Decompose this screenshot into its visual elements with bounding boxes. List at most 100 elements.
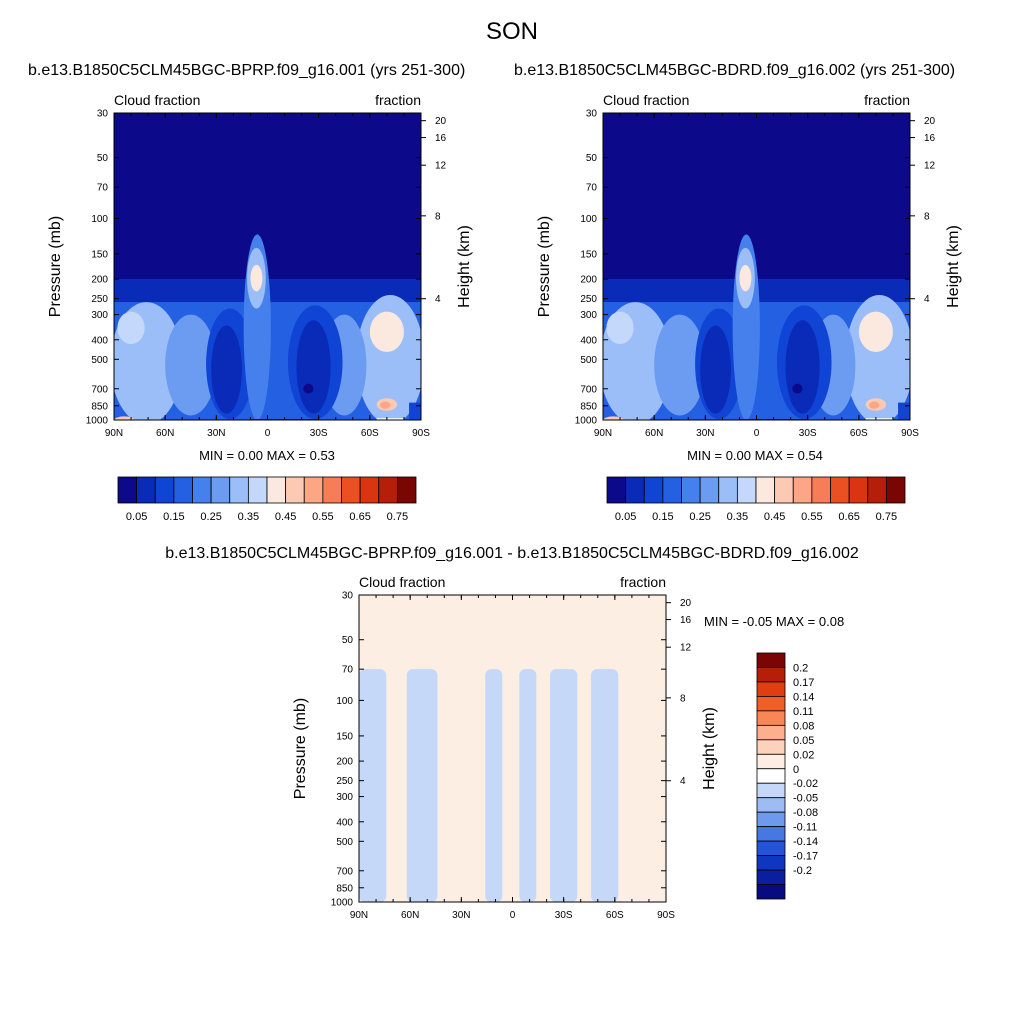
- colorbar-swatch: [341, 476, 361, 504]
- y-tick-label: 250: [580, 294, 597, 305]
- y-tick-label: 500: [91, 355, 108, 366]
- stats-label-2: MIN = 0.00 MAX = 0.54: [687, 448, 823, 463]
- colorbar-swatch: [811, 476, 831, 504]
- colorbar-swatch: [756, 840, 786, 856]
- colorbar-label: -0.17: [793, 851, 818, 863]
- colorbar-swatch: [136, 476, 156, 504]
- y2-tick-label: 12: [680, 643, 692, 654]
- x-tick-label: 90S: [412, 428, 430, 439]
- y-tick-label: 50: [97, 153, 109, 164]
- colorbar-swatch: [173, 476, 193, 504]
- diff-negative-region: [485, 669, 503, 902]
- diff-mask: [621, 900, 653, 902]
- colorbar-swatch: [210, 476, 231, 504]
- colorbar-swatch: [885, 476, 906, 504]
- y2-tick-label: 16: [680, 615, 692, 626]
- x-tick-label: 30S: [799, 428, 817, 439]
- axes-2: 30 50 70 100 150 200 250 300 400 500 700 850 1000 20 1…: [536, 92, 962, 439]
- colorbar-swatch: [756, 667, 786, 683]
- y2-tick-label: 20: [680, 598, 692, 609]
- colorbar-label: -0.11: [793, 822, 817, 834]
- axes-3: 30 50 70 100 150 200 250 300 400 500 700 850 1000 20 1…: [292, 574, 718, 921]
- y-tick-label: 200: [91, 275, 108, 286]
- colorbar-swatch: [718, 476, 738, 504]
- y-tick-label: 300: [580, 310, 597, 321]
- x-tick-label: 60S: [361, 428, 379, 439]
- y-tick-label: 700: [580, 384, 597, 395]
- nh-midlat-core: [606, 311, 634, 345]
- y-tick-label: 400: [91, 335, 108, 346]
- x-tick-label: 30S: [555, 910, 573, 921]
- y-axis-label: Pressure (mb): [536, 216, 553, 317]
- colorbar-label: 0.35: [238, 511, 259, 523]
- y2-tick-label: 16: [924, 133, 936, 144]
- colorbar-label: 0.25: [200, 511, 221, 523]
- contour-field-2: [603, 113, 910, 420]
- colorbar-swatch: [792, 476, 813, 504]
- y-tick-label: 300: [336, 792, 353, 803]
- x-tick-label: 0: [754, 428, 760, 439]
- y-tick-label: 70: [586, 183, 598, 194]
- y-tick-label: 70: [97, 183, 109, 194]
- nh-mid-band: [654, 314, 706, 416]
- main-title: SON: [485, 18, 538, 45]
- colorbar-label: 0.15: [163, 511, 184, 523]
- sh-midlat-core: [858, 311, 893, 353]
- colorbar-swatch: [756, 869, 786, 885]
- colorbar-swatch: [662, 476, 682, 504]
- x-tick-label: 30N: [696, 428, 714, 439]
- colorbar-label: -0.2: [793, 865, 812, 877]
- panel-1-title: b.e13.B1850C5CLM45BGC-BPRP.f09_g16.001 (…: [28, 62, 466, 79]
- colorbar-swatch: [756, 739, 786, 755]
- colorbar-label: 0.65: [838, 511, 859, 523]
- y-tick-label: 1000: [331, 898, 354, 909]
- x-tick-label: 90N: [105, 428, 123, 439]
- y2-tick-label: 8: [435, 211, 441, 222]
- x-tick-label: 0: [510, 910, 516, 921]
- y2-tick-label: 12: [435, 161, 447, 172]
- colorbar-swatch: [756, 768, 786, 784]
- contour-field-1: [114, 113, 421, 420]
- colorbar-swatch: [285, 476, 305, 504]
- colorbar-swatch: [830, 476, 850, 504]
- colorbar-2: 0.05 0.15 0.25 0.35 0.45 0.55 0.65 0.75: [606, 476, 906, 523]
- x-tick-label: 60S: [606, 910, 624, 921]
- colorbar-label: 0.55: [801, 511, 822, 523]
- colorbar-label: 0.05: [126, 511, 147, 523]
- left-corner-label: Cloud fraction: [114, 92, 200, 108]
- colorbar-label: 0.05: [793, 735, 814, 747]
- x-tick-label: 60N: [645, 428, 663, 439]
- y-tick-label: 150: [91, 249, 108, 260]
- right-corner-label: fraction: [864, 92, 910, 108]
- y-axis-label: Pressure (mb): [47, 216, 64, 317]
- colorbar-swatch: [378, 476, 398, 504]
- y2-axis-label: Height (km): [701, 707, 718, 790]
- itcz-anvil-core: [739, 264, 752, 292]
- colorbar-swatch: [625, 476, 645, 504]
- colorbar-swatch: [266, 476, 287, 504]
- right-corner-label: fraction: [620, 574, 666, 590]
- y-tick-label: 200: [580, 275, 597, 286]
- colorbar-swatch: [229, 476, 249, 504]
- y-tick-label: 50: [342, 635, 354, 646]
- nh-low-cloud: [114, 416, 135, 420]
- y-tick-label: 500: [580, 355, 597, 366]
- y2-tick-label: 4: [924, 294, 930, 305]
- colorbar-swatch: [756, 884, 786, 900]
- colorbar-1: 0.05 0.15 0.25 0.35 0.45 0.55 0.65 0.75: [117, 476, 417, 523]
- colorbar-swatch: [756, 696, 786, 712]
- y-tick-label: 250: [336, 776, 353, 787]
- colorbar-label: 0.75: [387, 511, 408, 523]
- x-tick-label: 30S: [310, 428, 328, 439]
- y-tick-label: 300: [91, 310, 108, 321]
- y-tick-label: 500: [336, 837, 353, 848]
- polar-low-band: [898, 402, 910, 420]
- colorbar-swatch: [117, 476, 138, 504]
- sh-stratocumulus-core: [869, 401, 880, 409]
- colorbar-swatch: [756, 811, 786, 828]
- stratosphere-band: [603, 113, 910, 280]
- colorbar-label: 0.02: [793, 749, 814, 761]
- antarctic-mask: [865, 418, 893, 420]
- colorbar-swatch: [322, 476, 342, 504]
- diff-negative-region: [519, 669, 537, 902]
